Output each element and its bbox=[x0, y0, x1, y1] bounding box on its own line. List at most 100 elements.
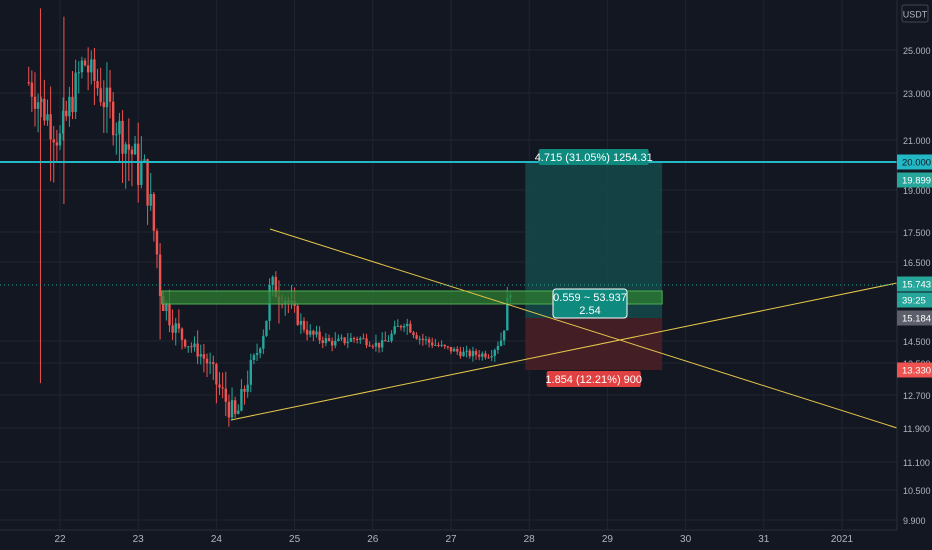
candle-body bbox=[402, 326, 406, 328]
candle-body bbox=[424, 339, 428, 341]
candle-body bbox=[380, 340, 384, 348]
price-marker-label: 15.743 bbox=[902, 280, 931, 291]
price-tick-label: 23.000 bbox=[903, 89, 931, 99]
candle-body bbox=[409, 323, 412, 333]
long-position-tool[interactable] bbox=[525, 163, 663, 370]
candle-body bbox=[102, 102, 105, 108]
candle-body bbox=[265, 320, 268, 336]
candle-body bbox=[327, 338, 331, 342]
candle-body bbox=[368, 345, 371, 347]
candle-body bbox=[93, 59, 96, 81]
candle-body bbox=[149, 193, 152, 206]
target-label: 4.715 (31.05%) 1254.31 bbox=[535, 149, 653, 165]
candle-body bbox=[490, 355, 493, 358]
candle-body bbox=[255, 353, 259, 356]
candle-body bbox=[299, 320, 303, 325]
ascending-trendline[interactable] bbox=[230, 282, 898, 421]
candle-body bbox=[484, 353, 487, 358]
candle-body bbox=[387, 340, 390, 342]
candle-body bbox=[496, 345, 500, 350]
candle-body bbox=[502, 330, 506, 341]
stop-zone[interactable] bbox=[525, 318, 663, 370]
time-tick-label: 31 bbox=[758, 534, 770, 545]
candle-body bbox=[168, 303, 171, 326]
descending-trendline[interactable] bbox=[269, 228, 898, 429]
candle-body bbox=[418, 338, 421, 340]
currency-badge[interactable]: USDT bbox=[901, 4, 929, 23]
price-tick-label: 9.900 bbox=[903, 516, 926, 526]
candle-body bbox=[365, 338, 368, 346]
candle-body bbox=[190, 346, 193, 348]
time-tick-label: 28 bbox=[524, 534, 536, 545]
candle-body bbox=[396, 325, 400, 327]
candle-body bbox=[127, 144, 131, 150]
candle-body bbox=[74, 72, 77, 112]
entry-label: 0.559 ~ 53.937 2.54 bbox=[552, 288, 628, 319]
candle-body bbox=[202, 354, 206, 359]
candle-body bbox=[90, 59, 93, 73]
time-tick-label: 30 bbox=[680, 534, 692, 545]
price-marker: 13.330 bbox=[897, 362, 932, 378]
candle-body bbox=[152, 193, 156, 231]
candle-body bbox=[471, 351, 475, 357]
candle-body bbox=[177, 323, 181, 329]
time-axis[interactable]: 22 23 24 25 26 27 28 29 30 31 2021 bbox=[0, 529, 897, 545]
candle-body bbox=[337, 338, 340, 341]
currency-label: USDT bbox=[903, 10, 928, 20]
candle-body bbox=[30, 82, 34, 97]
time-tick-label: 27 bbox=[445, 534, 457, 545]
candle-body bbox=[318, 331, 321, 341]
candle-body bbox=[52, 139, 55, 143]
price-tick-label: 25.000 bbox=[903, 46, 931, 56]
candle-body bbox=[124, 144, 127, 154]
candle-body bbox=[452, 348, 456, 352]
candle-body bbox=[324, 338, 328, 344]
candle-body bbox=[477, 354, 481, 357]
candle-body bbox=[77, 72, 80, 74]
candle-body bbox=[362, 338, 365, 340]
candle-body bbox=[33, 96, 37, 109]
candle-body bbox=[55, 142, 59, 146]
candle-body bbox=[137, 143, 140, 186]
candle-body bbox=[465, 350, 468, 352]
candle-body bbox=[474, 351, 478, 355]
price-axis[interactable]: 25.000 23.000 21.000 19.000 17.500 16.500 14.5… bbox=[896, 0, 932, 550]
entry-label-line2: 2.54 bbox=[579, 305, 600, 317]
candle-body bbox=[315, 331, 318, 335]
time-tick-label: 25 bbox=[289, 534, 301, 545]
resistance-zone[interactable] bbox=[161, 290, 663, 305]
price-tick-label: 21.000 bbox=[903, 136, 931, 146]
time-tick-label: 23 bbox=[133, 534, 145, 545]
candle-body bbox=[493, 349, 496, 356]
candle-body bbox=[46, 114, 49, 121]
candle-body bbox=[158, 254, 162, 296]
candle-body bbox=[346, 341, 349, 344]
candle-body bbox=[440, 344, 443, 346]
candle-body bbox=[481, 353, 484, 357]
candle-body bbox=[43, 98, 46, 121]
candle-body bbox=[349, 338, 353, 342]
stop-label-text: 1.854 (12.21%) 900 bbox=[545, 374, 642, 386]
candle-body bbox=[446, 346, 450, 348]
candle-body bbox=[71, 96, 74, 112]
candle-body bbox=[205, 358, 209, 364]
candle-body bbox=[359, 338, 362, 340]
price-tick-label: 11.100 bbox=[903, 458, 930, 468]
candle-body bbox=[86, 65, 90, 73]
candle-body bbox=[99, 88, 102, 103]
candle-body bbox=[355, 338, 359, 340]
candle-body bbox=[118, 120, 121, 135]
candle-body bbox=[340, 337, 343, 339]
chart-grid bbox=[0, 0, 897, 530]
candle-body bbox=[230, 400, 234, 418]
candle-body bbox=[243, 388, 246, 392]
price-tick-label: 19.000 bbox=[903, 186, 931, 196]
target-label-text: 4.715 (31.05%) 1254.31 bbox=[535, 152, 653, 164]
candle-body bbox=[80, 60, 84, 73]
candle-body bbox=[499, 340, 503, 346]
candle-body bbox=[146, 159, 149, 206]
time-tick-label: 2021 bbox=[831, 534, 854, 545]
candle-body bbox=[305, 329, 309, 335]
